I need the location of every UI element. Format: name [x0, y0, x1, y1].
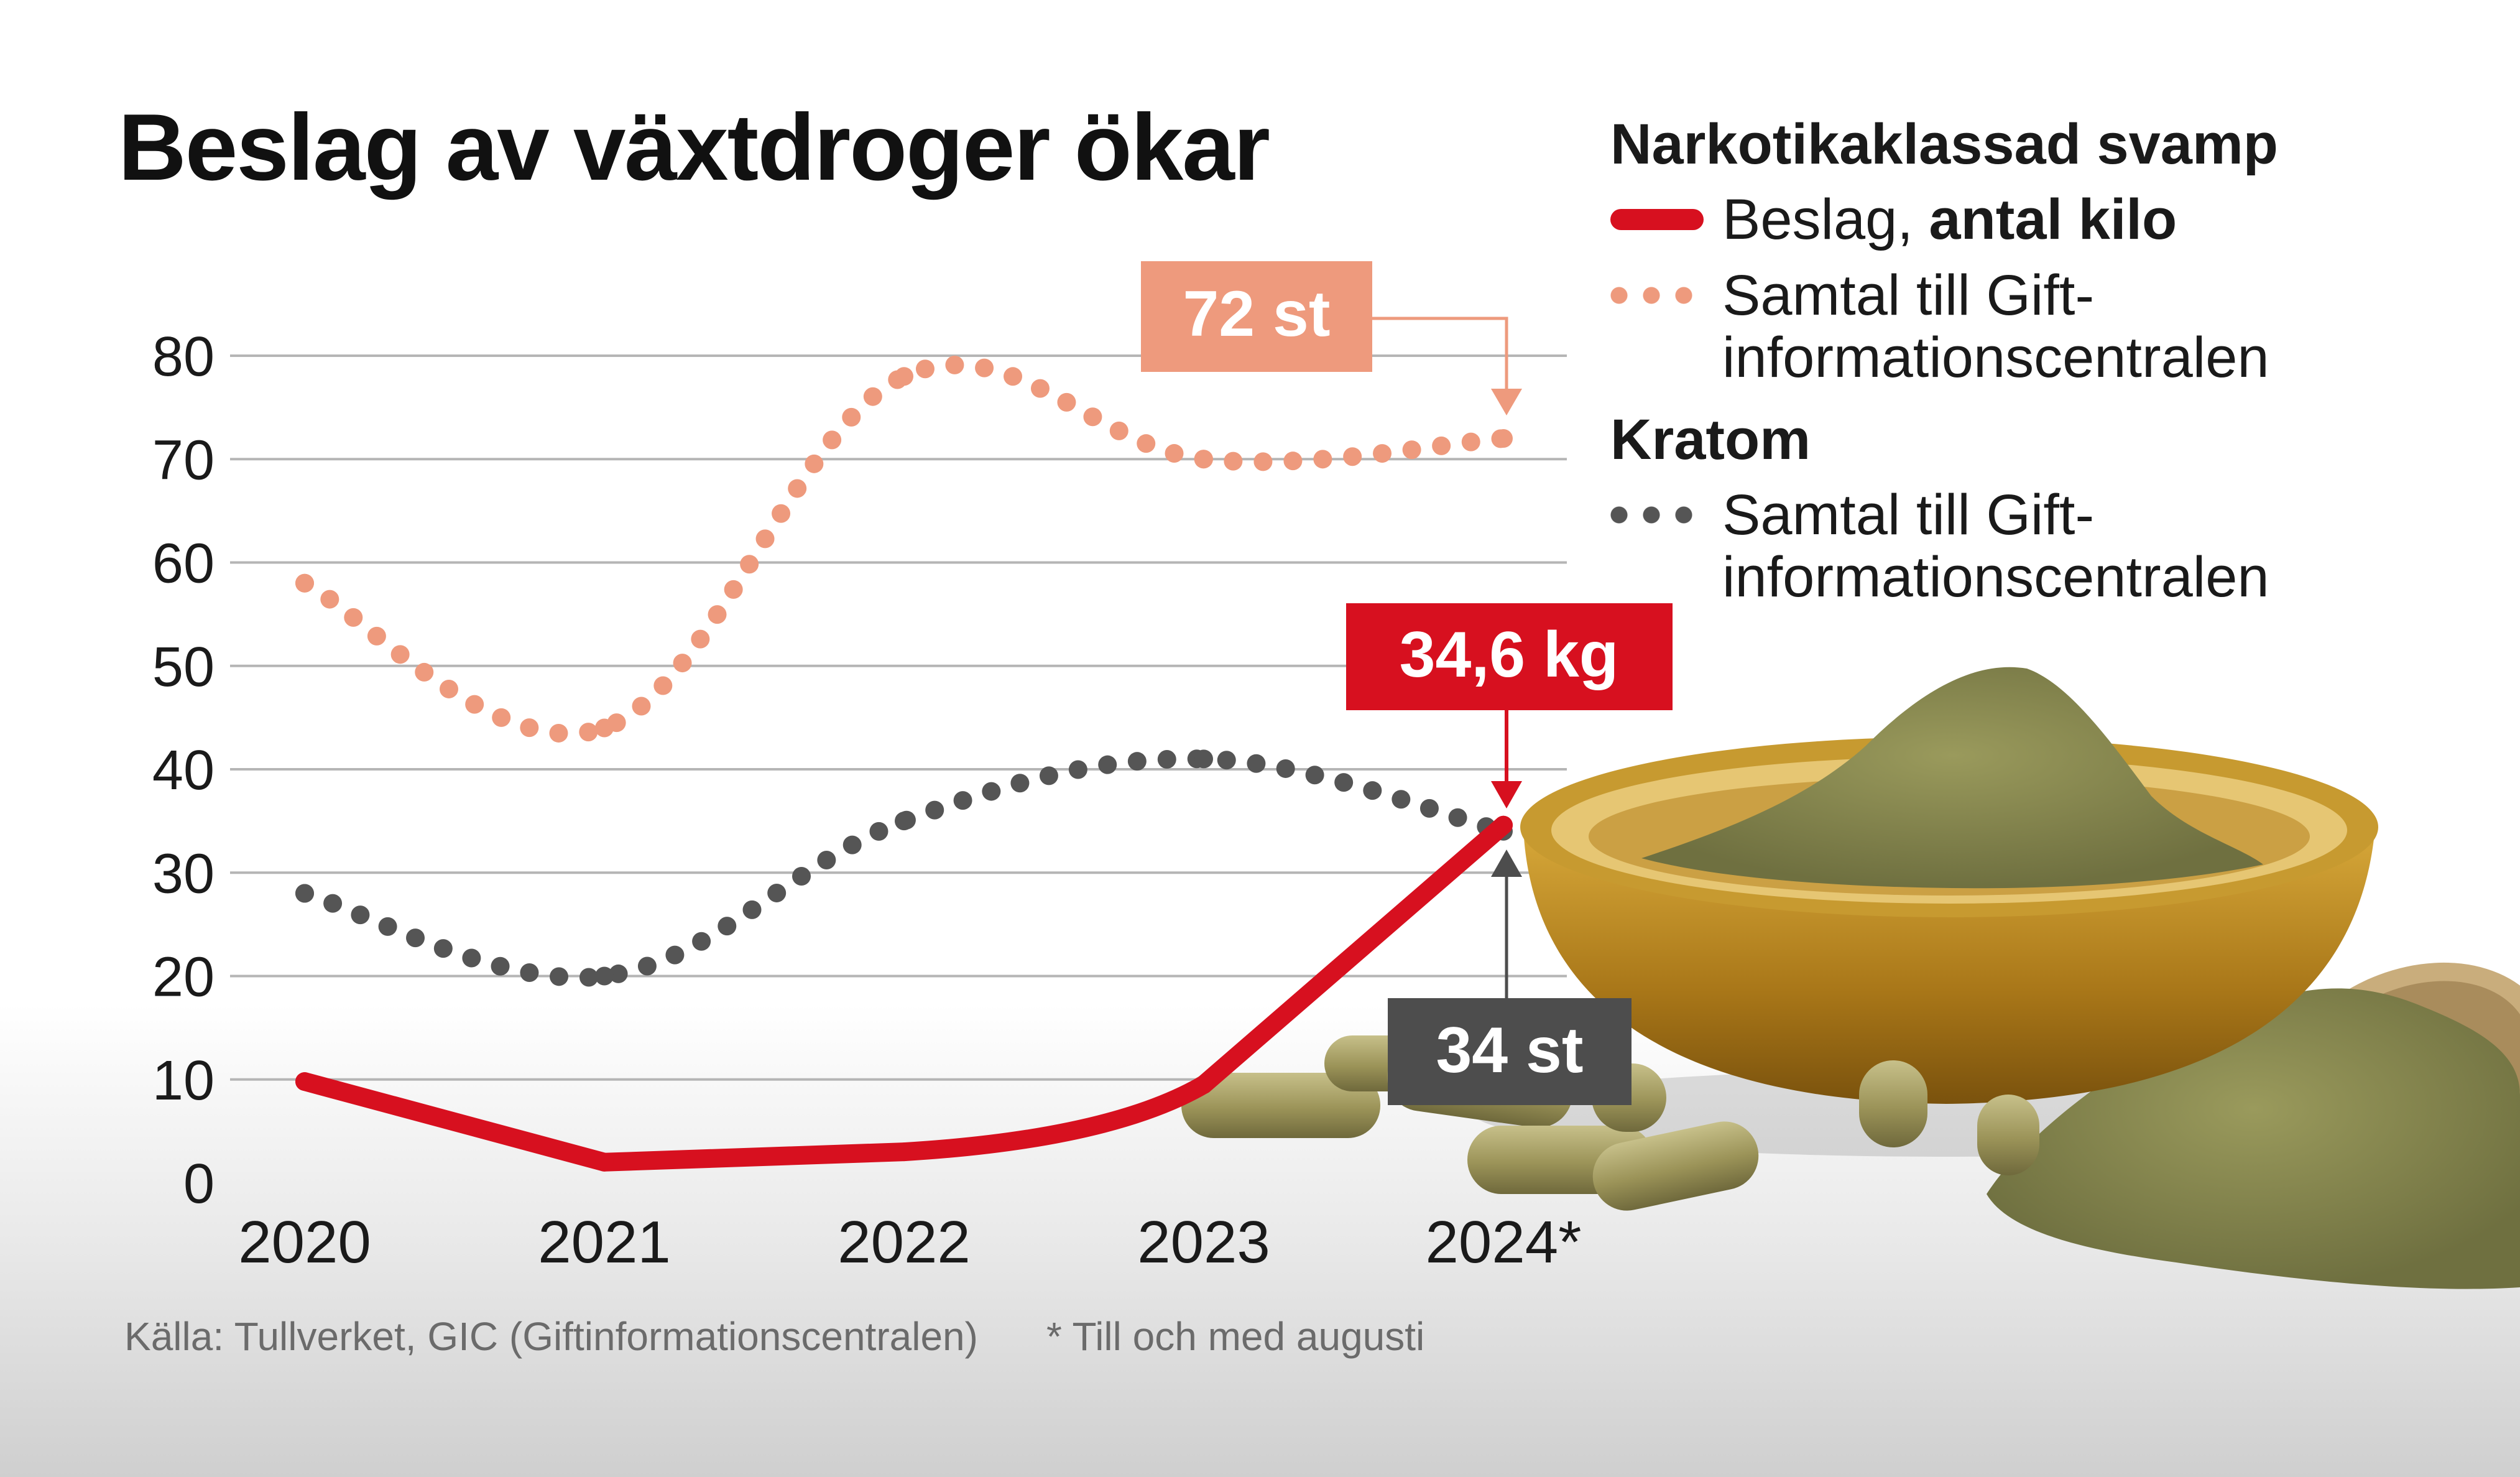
- legend-heading-kratom: Kratom: [1610, 408, 1811, 471]
- chart-title: Beslag av växtdroger ökar: [118, 95, 1270, 200]
- source-text: Källa: Tullverket, GIC (Giftinformations…: [124, 1314, 978, 1359]
- series-calls-svamp-point-2: [895, 367, 913, 386]
- x-tick-label-1: 2021: [538, 1209, 671, 1276]
- annotation-72-arrowhead: [1491, 389, 1522, 415]
- annotation-34-label: 34 st: [1436, 1014, 1583, 1086]
- series-seizures-point-4: [1494, 815, 1513, 835]
- annotation-72-connector: [1372, 317, 1508, 398]
- y-tick-label-0: 0: [183, 1153, 215, 1215]
- kratom-photo: [1181, 667, 2520, 1289]
- series-seizures-point-0: [295, 1072, 314, 1091]
- legend-line-swatch: [1610, 209, 1704, 230]
- series-calls-svamp-point-0: [295, 573, 314, 593]
- series-calls-svamp-point-1: [595, 718, 614, 738]
- y-tick-label-10: 10: [152, 1050, 215, 1112]
- x-tick-label-3: 2023: [1137, 1209, 1270, 1276]
- series-calls-kratom-point-3: [1194, 749, 1213, 769]
- annotation-346-arrowhead: [1491, 781, 1522, 808]
- y-tick-label-30: 30: [152, 843, 215, 905]
- series-seizures-point-1: [595, 1152, 614, 1172]
- y-tick-label-70: 70: [152, 429, 215, 491]
- x-tick-label-2: 2022: [838, 1209, 971, 1276]
- series-seizures-point-2: [895, 1142, 913, 1162]
- legend-calls-kratom-line2: informationscentralen: [1722, 545, 2269, 609]
- series-calls-kratom-line: [295, 749, 1513, 987]
- legend-calls-svamp-line1: Samtal till Gift-: [1722, 264, 2095, 327]
- powder-pile-bowl: [1641, 667, 2263, 889]
- footnote-text: * Till och med augusti: [1046, 1314, 1425, 1359]
- series-calls-svamp-point-3: [1194, 450, 1213, 469]
- legend-item-calls-kratom: Samtal till Gift- informationscentralen: [1610, 484, 2506, 608]
- legend-calls-svamp-line2: informationscentralen: [1722, 326, 2269, 389]
- legend-seizures-prefix: Beslag,: [1722, 188, 1929, 251]
- annotation-34-arrowhead: [1491, 850, 1522, 877]
- legend-dots-salmon-swatch: [1610, 287, 1704, 304]
- x-tick-label-4: 2024*: [1426, 1209, 1582, 1276]
- series-calls-kratom-point-1: [595, 966, 614, 986]
- y-tick-label-20: 20: [152, 947, 215, 1009]
- annotation-34-box: [1388, 998, 1632, 1105]
- powder-pile-right: [1987, 988, 2520, 1289]
- annotation-346-label: 34,6 kg: [1400, 619, 1619, 691]
- series-seizures-point-3: [1194, 1075, 1213, 1095]
- series-layer: [295, 355, 1513, 1172]
- y-tick-label-80: 80: [152, 326, 215, 388]
- annotation-72-box: [1141, 261, 1372, 372]
- legend-item-seizures: Beslag, antal kilo: [1610, 188, 2506, 251]
- x-tick-label-0: 2020: [238, 1209, 371, 1276]
- legend-calls-kratom-line1: Samtal till Gift-: [1722, 483, 2095, 547]
- annotation-layer: 72 st 34,6 kg 34 st: [1141, 261, 1673, 1105]
- y-tick-label-50: 50: [152, 636, 215, 698]
- y-tick-label-60: 60: [152, 533, 215, 595]
- legend-dots-grey-swatch: [1610, 506, 1704, 524]
- legend: Narkotikaklassad svamp Beslag, antal kil…: [1610, 112, 2506, 622]
- legend-heading-svamp: Narkotikaklassad svamp: [1610, 113, 2278, 176]
- y-tick-label-40: 40: [152, 739, 215, 802]
- y-axis-ticks: 0 10 20 30 40 50 60 70 80: [152, 326, 215, 1215]
- legend-item-calls-svamp: Samtal till Gift- informationscentralen: [1610, 264, 2506, 389]
- annotation-346-box: [1346, 603, 1673, 710]
- series-calls-svamp-line: [295, 355, 1513, 743]
- legend-seizures-strong: antal kilo: [1929, 188, 2177, 251]
- x-axis-ticks: 2020 2021 2022 2023 2024*: [238, 1209, 1581, 1276]
- series-calls-kratom-point-0: [295, 884, 314, 903]
- series-calls-svamp-point-4: [1494, 429, 1513, 448]
- series-seizures-line: [295, 815, 1513, 1172]
- annotation-72-label: 72 st: [1183, 278, 1330, 350]
- source-note: Källa: Tullverket, GIC (Giftinformations…: [124, 1313, 1424, 1359]
- series-calls-kratom-point-2: [895, 812, 913, 831]
- grid-layer: [230, 354, 1567, 1081]
